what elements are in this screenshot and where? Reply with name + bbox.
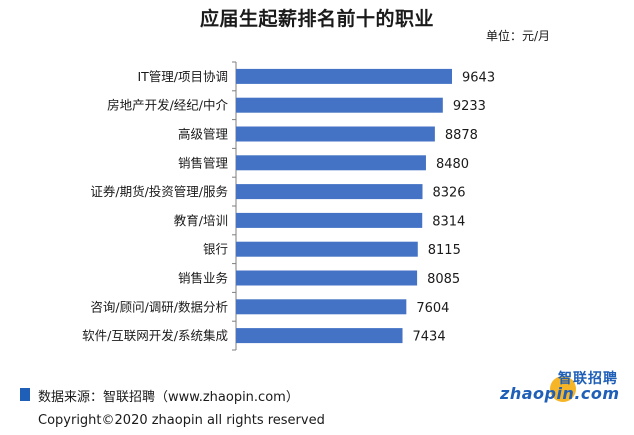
value-label: 8480	[436, 157, 469, 172]
bar	[236, 328, 403, 344]
copyright: Copyright©2020 zhaopin all rights reserv…	[38, 413, 325, 428]
category-label: 销售管理	[178, 155, 229, 170]
category-label: 银行	[203, 242, 228, 257]
value-label: 8314	[432, 214, 465, 229]
logo-cn-text: 智联招聘	[558, 371, 618, 387]
value-label: 8878	[445, 128, 478, 143]
category-label: 房地产开发/经纪/中介	[107, 98, 228, 113]
value-label: 9643	[462, 70, 495, 85]
value-label: 8326	[432, 186, 465, 201]
bar	[236, 97, 443, 113]
bar-chart: IT管理/项目协调 9643 房地产开发/经纪/中介 9233 高级管理 8878 销售管理…	[82, 61, 495, 351]
bar	[236, 155, 426, 171]
category-label: 高级管理	[178, 127, 229, 142]
bar	[236, 299, 407, 315]
value-label: 9233	[453, 99, 486, 114]
value-label: 8085	[427, 272, 460, 287]
value-label: 8115	[428, 243, 461, 258]
value-label: 7604	[416, 301, 449, 316]
category-label: 软件/互联网开发/系统集成	[82, 328, 228, 343]
bar	[236, 184, 423, 200]
logo-en-text: zhaopin.com	[500, 384, 620, 403]
value-label: 7434	[413, 330, 446, 345]
zhaopin-logo: 智联招聘 zhaopin.com	[498, 366, 628, 414]
data-source: 数据来源：智联招聘（www.zhaopin.com）	[38, 390, 299, 405]
source-marker	[20, 388, 30, 401]
logo-ball-icon	[550, 376, 576, 402]
category-label: 证券/期货/投资管理/服务	[90, 184, 228, 199]
bar	[236, 270, 418, 286]
bar	[236, 212, 423, 228]
bar	[236, 126, 435, 142]
chart-title: 应届生起薪排名前十的职业	[199, 8, 434, 30]
category-label: 咨询/顾问/调研/数据分析	[90, 299, 228, 314]
category-label: 销售业务	[178, 271, 228, 286]
bar	[236, 241, 418, 257]
unit-label: 单位：元/月	[485, 29, 550, 43]
category-label: IT管理/项目协调	[137, 69, 228, 84]
bar	[236, 68, 452, 84]
category-label: 教育/培训	[174, 213, 228, 228]
